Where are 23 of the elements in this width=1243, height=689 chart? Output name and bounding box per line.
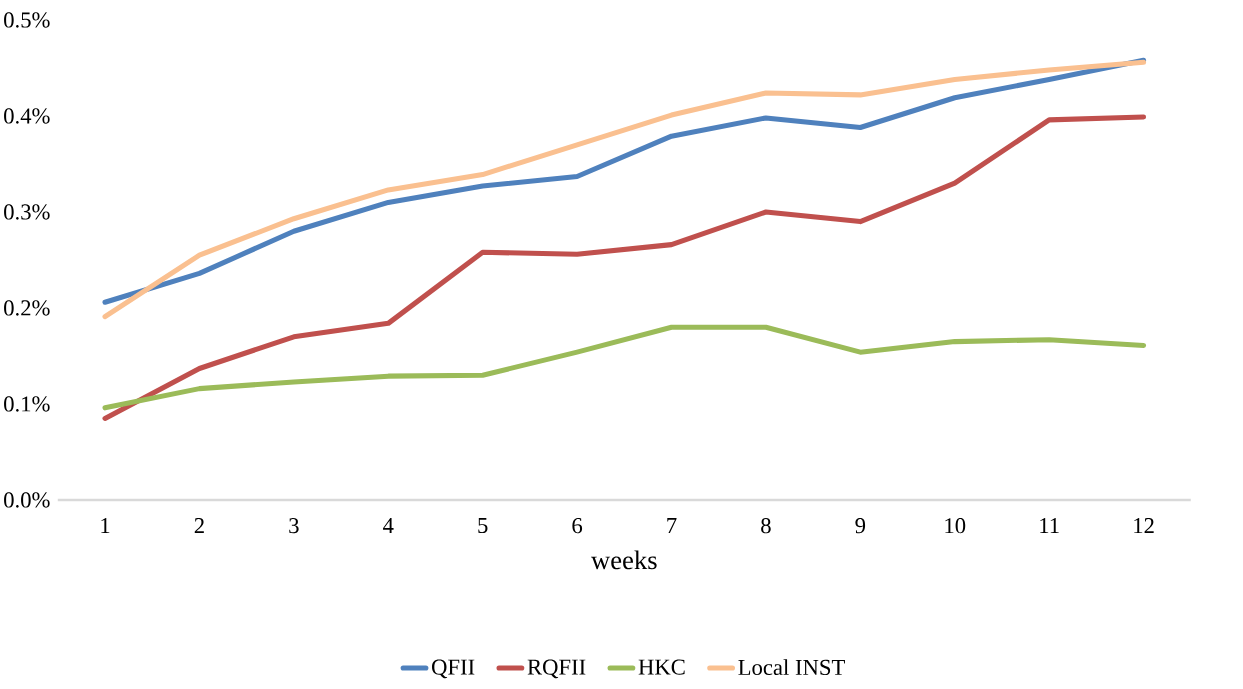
x-tick-label: 2 <box>194 518 204 534</box>
x-tick-label: 11 <box>1040 518 1059 533</box>
y-tick-label: 0.4% <box>4 108 50 124</box>
x-tick-label: 10 <box>945 518 966 534</box>
x-tick-label: 4 <box>383 518 394 533</box>
x-tick-label: 1 <box>101 518 110 533</box>
legend-label: Local INST <box>738 659 845 676</box>
x-axis-title: weeks <box>590 550 657 570</box>
y-tick-label: 0.0% <box>4 492 50 508</box>
y-tick-label: 0.2% <box>4 300 50 316</box>
x-tick-label: 5 <box>478 518 488 534</box>
y-tick-label: 0.1% <box>4 396 50 412</box>
legend-label: HKC <box>638 659 685 675</box>
legend-label: QFII <box>432 659 475 679</box>
x-tick-label: 12 <box>1134 518 1154 534</box>
x-tick-label: 3 <box>289 518 299 534</box>
y-tick-label: 0.5% <box>4 12 50 28</box>
x-tick-label: 8 <box>761 518 771 534</box>
x-tick-label: 9 <box>855 518 866 534</box>
y-tick-label: 0.3% <box>4 204 50 220</box>
x-tick-label: 6 <box>572 518 583 534</box>
x-tick-label: 7 <box>667 518 677 533</box>
legend-label: RQFII <box>527 659 586 679</box>
